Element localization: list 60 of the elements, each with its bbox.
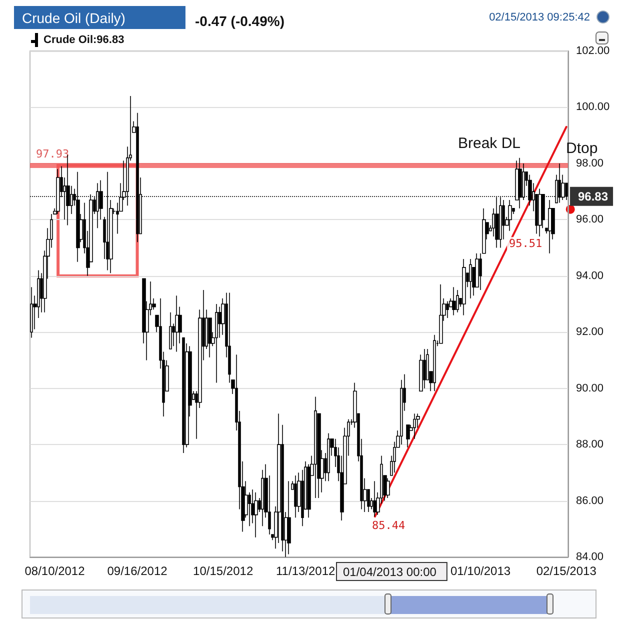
- candlestick: [314, 396, 317, 498]
- candlestick: [96, 182, 99, 228]
- x-tick-label: 01/10/2013: [450, 564, 511, 578]
- chart-subtitle: -0.47 (-0.49%): [195, 13, 284, 29]
- candlestick: [106, 171, 109, 271]
- candlestick: [294, 475, 297, 518]
- candlestick: [508, 200, 512, 232]
- y-tick-label: 88.00: [576, 438, 604, 451]
- candlestick: [287, 480, 291, 555]
- candlestick: [446, 300, 449, 318]
- x-tick-label: 11/13/2012: [276, 564, 336, 578]
- annotation: 95.51: [509, 237, 542, 250]
- candlestick: [406, 424, 410, 448]
- candlestick: [413, 413, 416, 440]
- candlestick: [182, 337, 185, 454]
- x-tick-label: 02/15/2013: [536, 564, 597, 578]
- y-tick-label: 98.00: [576, 157, 604, 170]
- y-tick-label: 102.00: [576, 45, 610, 57]
- candlestick: [254, 492, 258, 538]
- candlestick: [136, 112, 139, 243]
- candlestick: [30, 286, 33, 338]
- candlestick: [76, 171, 80, 262]
- candlestick: [495, 196, 499, 248]
- y-tick-label: 92.00: [576, 326, 604, 338]
- y-tick-label: 94.00: [576, 270, 604, 282]
- candlestick: [175, 295, 179, 352]
- candlestick: [452, 286, 456, 316]
- candlestick: [433, 334, 436, 392]
- candlestick: [373, 480, 377, 517]
- candlestick: [56, 168, 60, 214]
- y-tick-label: 100.00: [576, 101, 610, 114]
- chart-title: Crude Oil (Daily): [22, 10, 126, 26]
- candlestick: [518, 157, 522, 209]
- x-tick-label: 08/10/2012: [24, 564, 86, 578]
- candlestick: [386, 478, 390, 498]
- candlestick: [215, 304, 218, 384]
- y-tick-label: 86.00: [576, 494, 604, 507]
- y-tick-label: 84.00: [576, 551, 604, 563]
- text: 02/15/2013 09:25:42: [489, 12, 590, 24]
- ref-line-label: 96.83: [578, 189, 608, 204]
- y-tick-label: 90.00: [576, 382, 604, 394]
- annotation: 85.44: [372, 519, 406, 532]
- x-tick-label: 09/16/2012: [107, 564, 168, 578]
- ref-line-label: 97.93: [36, 147, 70, 160]
- x-tick-label: 10/15/2012: [193, 564, 254, 578]
- annotation: Dtop: [566, 140, 598, 157]
- candlestick: [558, 163, 561, 204]
- legend-label: Crude Oil:96.83: [44, 34, 124, 46]
- candlestick: [462, 258, 466, 316]
- candlestick: [169, 312, 172, 350]
- candlestick: [456, 290, 459, 313]
- candlestick: [499, 196, 502, 248]
- candlestick: [327, 432, 330, 482]
- y-tick-label: 96.00: [576, 214, 604, 226]
- text: 01/04/2013 00:00: [343, 565, 437, 579]
- candlestick: [439, 284, 443, 344]
- candlestick: [469, 258, 472, 299]
- annotation: Break DL: [458, 135, 521, 152]
- candlestick: [423, 348, 426, 389]
- candlestick: [548, 200, 552, 254]
